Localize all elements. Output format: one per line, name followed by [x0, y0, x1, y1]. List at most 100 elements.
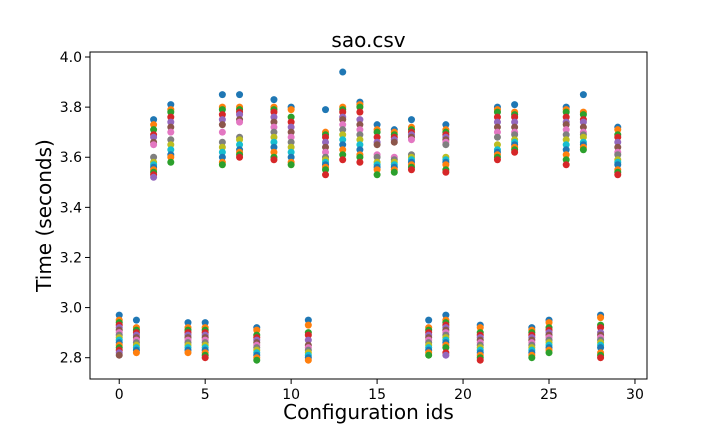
data-point: [476, 324, 484, 332]
data-point: [150, 133, 158, 141]
data-point: [201, 354, 209, 362]
data-point: [339, 108, 347, 116]
data-point: [493, 141, 501, 149]
data-point: [132, 349, 140, 357]
data-point: [322, 166, 330, 174]
data-point: [287, 153, 295, 161]
data-point: [218, 116, 226, 124]
data-point: [304, 331, 312, 339]
x-tick-label: 25: [540, 387, 558, 403]
data-point: [579, 91, 587, 99]
data-point: [270, 108, 278, 116]
data-point: [493, 123, 501, 131]
data-point: [562, 113, 570, 121]
data-point: [511, 131, 519, 139]
data-point: [407, 136, 415, 144]
data-point: [614, 143, 622, 151]
data-point: [270, 143, 278, 151]
data-point: [287, 138, 295, 146]
y-tick-label: 3.2: [60, 250, 82, 266]
data-point: [442, 344, 450, 352]
data-point: [356, 121, 364, 129]
data-point: [597, 354, 605, 362]
data-point: [184, 349, 192, 357]
data-point: [322, 133, 330, 141]
data-point: [614, 126, 622, 134]
data-point: [562, 146, 570, 154]
data-point: [562, 131, 570, 139]
data-point: [167, 113, 175, 121]
chart-title: sao.csv: [331, 28, 405, 52]
data-point: [339, 156, 347, 164]
data-point: [339, 116, 347, 124]
data-point: [132, 316, 140, 324]
data-point: [287, 133, 295, 141]
data-point: [253, 326, 261, 334]
data-point: [373, 128, 381, 136]
data-point: [339, 141, 347, 149]
data-point: [562, 161, 570, 169]
x-tick-label: 30: [626, 387, 644, 403]
data-point: [511, 148, 519, 156]
data-point: [579, 146, 587, 154]
data-point: [562, 108, 570, 116]
data-point: [545, 349, 553, 357]
data-point: [425, 351, 433, 359]
data-point: [614, 161, 622, 169]
data-point: [287, 148, 295, 156]
y-axis: 2.8 3.0 3.2 3.4 3.6 3.8 4.0: [60, 50, 90, 367]
data-point: [270, 138, 278, 146]
data-point: [579, 123, 587, 131]
x-tick-label: 5: [201, 387, 210, 403]
data-point: [373, 133, 381, 141]
data-point: [218, 106, 226, 114]
data-point: [304, 356, 312, 364]
data-point: [167, 141, 175, 149]
data-point: [562, 156, 570, 164]
data-point: [218, 161, 226, 169]
data-point: [287, 161, 295, 169]
data-point: [322, 171, 330, 179]
y-tick-label: 3.4: [60, 200, 82, 216]
data-point: [562, 126, 570, 134]
data-point: [270, 123, 278, 131]
data-point: [167, 118, 175, 126]
data-point: [562, 136, 570, 144]
x-axis-label: Configuration ids: [283, 400, 454, 424]
data-point: [511, 123, 519, 131]
data-point: [201, 319, 209, 327]
data-point: [218, 111, 226, 119]
data-point: [597, 344, 605, 352]
x-tick-label: 20: [454, 387, 472, 403]
data-point: [150, 121, 158, 129]
x-axis: 0 5 10 15 20 25 30: [115, 379, 644, 403]
data-point: [270, 96, 278, 104]
data-point: [373, 121, 381, 129]
data-point: [476, 356, 484, 364]
data-point: [356, 126, 364, 134]
data-point: [425, 316, 433, 324]
data-point: [545, 319, 553, 327]
data-point: [373, 153, 381, 161]
data-point: [236, 111, 244, 119]
data-point: [167, 123, 175, 131]
data-point: [218, 91, 226, 99]
data-point: [253, 356, 261, 364]
data-point: [562, 121, 570, 129]
data-point: [270, 156, 278, 164]
y-tick-label: 3.0: [60, 301, 82, 317]
data-point: [614, 151, 622, 159]
data-point: [597, 314, 605, 322]
data-point: [442, 168, 450, 176]
data-point: [167, 146, 175, 154]
data-point: [304, 321, 312, 329]
data-point: [270, 113, 278, 121]
data-point: [236, 136, 244, 144]
data-point: [597, 324, 605, 332]
data-point: [339, 131, 347, 139]
data-point: [322, 106, 330, 114]
data-point: [493, 113, 501, 121]
data-point: [373, 166, 381, 174]
data-point: [150, 126, 158, 134]
